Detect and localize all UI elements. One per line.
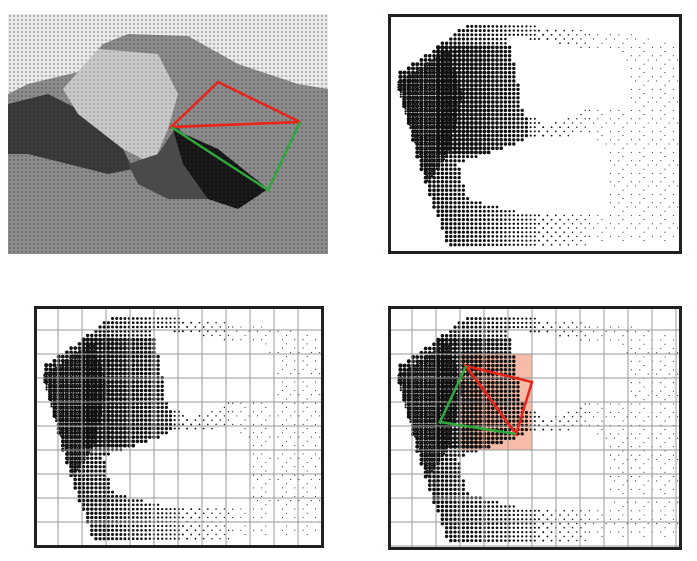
grid-lines bbox=[34, 306, 324, 548]
depth-image bbox=[8, 14, 328, 254]
panel-frame bbox=[34, 306, 324, 548]
point-cloud-with-grid bbox=[34, 306, 324, 548]
panel-frame bbox=[388, 306, 682, 550]
green-edge bbox=[170, 121, 302, 192]
red-triangle-base bbox=[170, 120, 301, 129]
box-top-region bbox=[63, 49, 178, 164]
panel-point-cloud-grid-overlay bbox=[388, 306, 682, 550]
left-wedge-region bbox=[8, 94, 133, 174]
point-cloud-dots bbox=[398, 24, 679, 247]
panel-frame bbox=[388, 14, 682, 254]
point-cloud bbox=[388, 14, 682, 254]
point-cloud-dots bbox=[44, 316, 321, 541]
grid-lines bbox=[388, 306, 682, 550]
red-triangle-diagonal bbox=[464, 365, 518, 435]
shadow-region bbox=[173, 129, 268, 209]
box-side-region bbox=[128, 124, 208, 199]
dense-left-wedge bbox=[43, 342, 107, 476]
point-cloud-with-grid-and-overlay bbox=[388, 306, 682, 550]
dense-left-wedge bbox=[397, 50, 462, 182]
panel-point-cloud-grid bbox=[34, 306, 324, 548]
panel-depth-image bbox=[8, 14, 328, 254]
point-cloud-dots bbox=[398, 317, 679, 543]
panel-point-cloud bbox=[388, 14, 682, 254]
green-edge bbox=[438, 365, 517, 436]
